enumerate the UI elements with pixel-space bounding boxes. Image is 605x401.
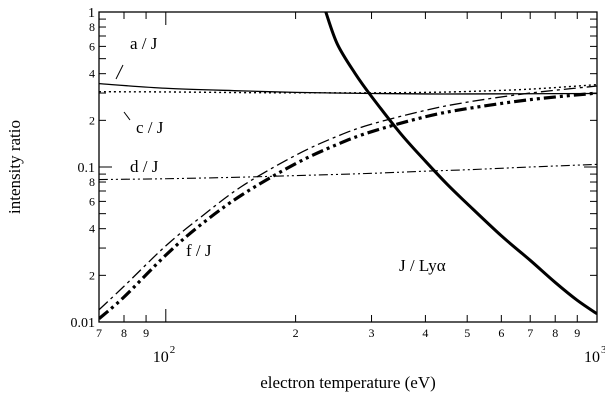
x-tick-label: 3 (369, 326, 375, 340)
x-major-tick-label: 10 2 (153, 344, 176, 366)
y-tick-label: 6 (89, 39, 95, 53)
y-tick-label: 1 (88, 6, 95, 21)
y-tick-label: 2 (89, 268, 95, 282)
a-over-j-leader-line (115, 64, 124, 80)
x-major-tick-exponent: 2 (170, 344, 176, 356)
x-tick-label: 9 (574, 326, 580, 340)
j-over-lyalpha-label: J / Lyα (399, 256, 446, 275)
d-over-j-curve (99, 163, 597, 181)
x-tick-label: 9 (143, 326, 149, 340)
y-tick-label: 8 (89, 20, 95, 34)
a-over-j-curve (99, 82, 597, 95)
curve-annotations: a / J c / J d / J f / J J / Lyα (115, 34, 446, 275)
x-major-tick-base: 10 (584, 349, 600, 366)
y-tick-label: 4 (89, 67, 95, 81)
x-tick-label: 8 (121, 326, 127, 340)
y-tick-label: 0.1 (78, 161, 96, 176)
x-tick-label: 8 (552, 326, 558, 340)
y-axis-label: intensity ratio (5, 120, 24, 214)
c-over-j-leader-line (123, 111, 131, 121)
unlabeled-dash-dot-curve (99, 85, 597, 311)
x-tick-label: 2 (293, 326, 299, 340)
x-tick-label: 6 (498, 326, 504, 340)
x-tick-label: 7 (96, 326, 102, 340)
x-major-tick-exponent: 3 (601, 344, 605, 356)
x-major-tick-base: 10 (153, 349, 169, 366)
x-tick-label: 7 (527, 326, 533, 340)
y-tick-label: 2 (89, 113, 95, 127)
x-axis-ticks: 7 8 9 2 3 4 5 6 7 8 910 2 10 3 (96, 12, 605, 366)
c-over-j-label: c / J (136, 118, 164, 137)
f-over-j-curve (99, 91, 597, 320)
x-tick-label: 4 (422, 326, 428, 340)
a-over-j-label: a / J (130, 34, 158, 53)
y-tick-label: 0.01 (71, 316, 96, 331)
y-tick-label: 8 (89, 175, 95, 189)
d-over-j-label: d / J (130, 157, 159, 176)
x-tick-label: 5 (464, 326, 470, 340)
f-over-j-label: f / J (186, 241, 212, 260)
x-axis-label: electron temperature (eV) (260, 373, 436, 392)
j-over-lyalpha-curve (324, 12, 597, 316)
y-tick-label: 6 (89, 194, 95, 208)
x-major-tick-label: 10 3 (584, 344, 605, 366)
series-curves (99, 12, 597, 320)
y-tick-label: 4 (89, 222, 95, 236)
